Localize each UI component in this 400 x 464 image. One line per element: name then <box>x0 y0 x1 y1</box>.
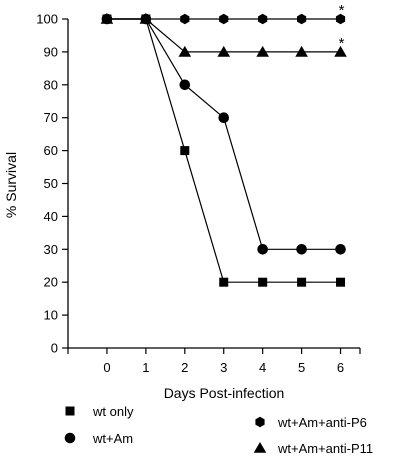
y-tick-label: 50 <box>44 176 58 191</box>
data-point-triangle <box>334 45 347 57</box>
data-point-triangle <box>178 45 192 57</box>
x-tick-label: 0 <box>103 360 110 375</box>
legend-marker-square <box>65 406 75 416</box>
series-lines <box>106 18 341 283</box>
significance-annotation: * <box>339 2 345 19</box>
data-point-triangle <box>217 45 231 57</box>
x-axis-title: Days Post-infection <box>164 385 285 401</box>
annotations: ** <box>339 2 345 52</box>
data-point-circle <box>179 79 191 91</box>
legend-label: wt only <box>92 404 134 419</box>
legend-marker-hexagon <box>255 416 265 428</box>
data-point-hexagon <box>180 13 190 25</box>
significance-annotation: * <box>339 35 345 52</box>
legend-label: wt+Am+anti-P11 <box>277 441 373 456</box>
x-tick-label: 1 <box>142 360 149 375</box>
y-tick-label: 100 <box>36 12 58 27</box>
y-tick-label: 10 <box>44 308 58 323</box>
data-point-hexagon <box>258 13 268 25</box>
y-tick-label: 90 <box>44 44 58 59</box>
y-tick-label: 0 <box>51 341 58 356</box>
data-point-hexagon <box>297 13 307 25</box>
data-point-circle <box>257 244 268 255</box>
x-tick-label: 2 <box>181 360 188 375</box>
data-point-square <box>219 277 229 287</box>
data-point-circle <box>218 112 230 123</box>
y-tick-label: 80 <box>44 77 58 92</box>
y-tick-label: 30 <box>44 242 58 257</box>
legend: wt only wt+Am wt+Am+anti-P6 wt+Am+anti-P11 <box>64 404 373 456</box>
x-tick-label: 6 <box>337 360 344 375</box>
y-tick-label: 20 <box>44 275 58 290</box>
axes: 0 10 20 30 40 50 60 70 80 90 100 0 1 2 3 4 5 6 <box>36 12 361 375</box>
data-point-hexagon <box>219 13 229 25</box>
legend-marker-triangle <box>253 442 267 453</box>
data-point-square <box>180 146 190 156</box>
x-tick-label: 3 <box>220 360 227 375</box>
data-markers <box>100 13 347 287</box>
data-point-circle <box>296 244 307 255</box>
data-point-triangle <box>139 13 153 24</box>
x-tick-label: 5 <box>298 360 305 375</box>
data-point-square <box>258 277 268 287</box>
data-point-triangle <box>100 13 114 24</box>
y-tick-label: 40 <box>44 209 58 224</box>
series-line <box>106 18 341 283</box>
y-tick-label: 60 <box>44 143 58 158</box>
data-point-circle <box>335 244 346 255</box>
data-point-triangle <box>295 45 308 57</box>
data-point-triangle <box>256 45 269 57</box>
y-tick-label: 70 <box>44 110 58 125</box>
legend-marker-circle <box>64 432 76 444</box>
data-point-square <box>336 277 346 287</box>
data-point-hexagon <box>335 13 346 25</box>
data-point-square <box>297 277 307 287</box>
legend-label: wt+Am+anti-P6 <box>277 415 367 430</box>
y-axis-title: % Survival <box>3 152 19 218</box>
x-tick-label: 4 <box>259 360 266 375</box>
legend-label: wt+Am <box>92 431 133 446</box>
